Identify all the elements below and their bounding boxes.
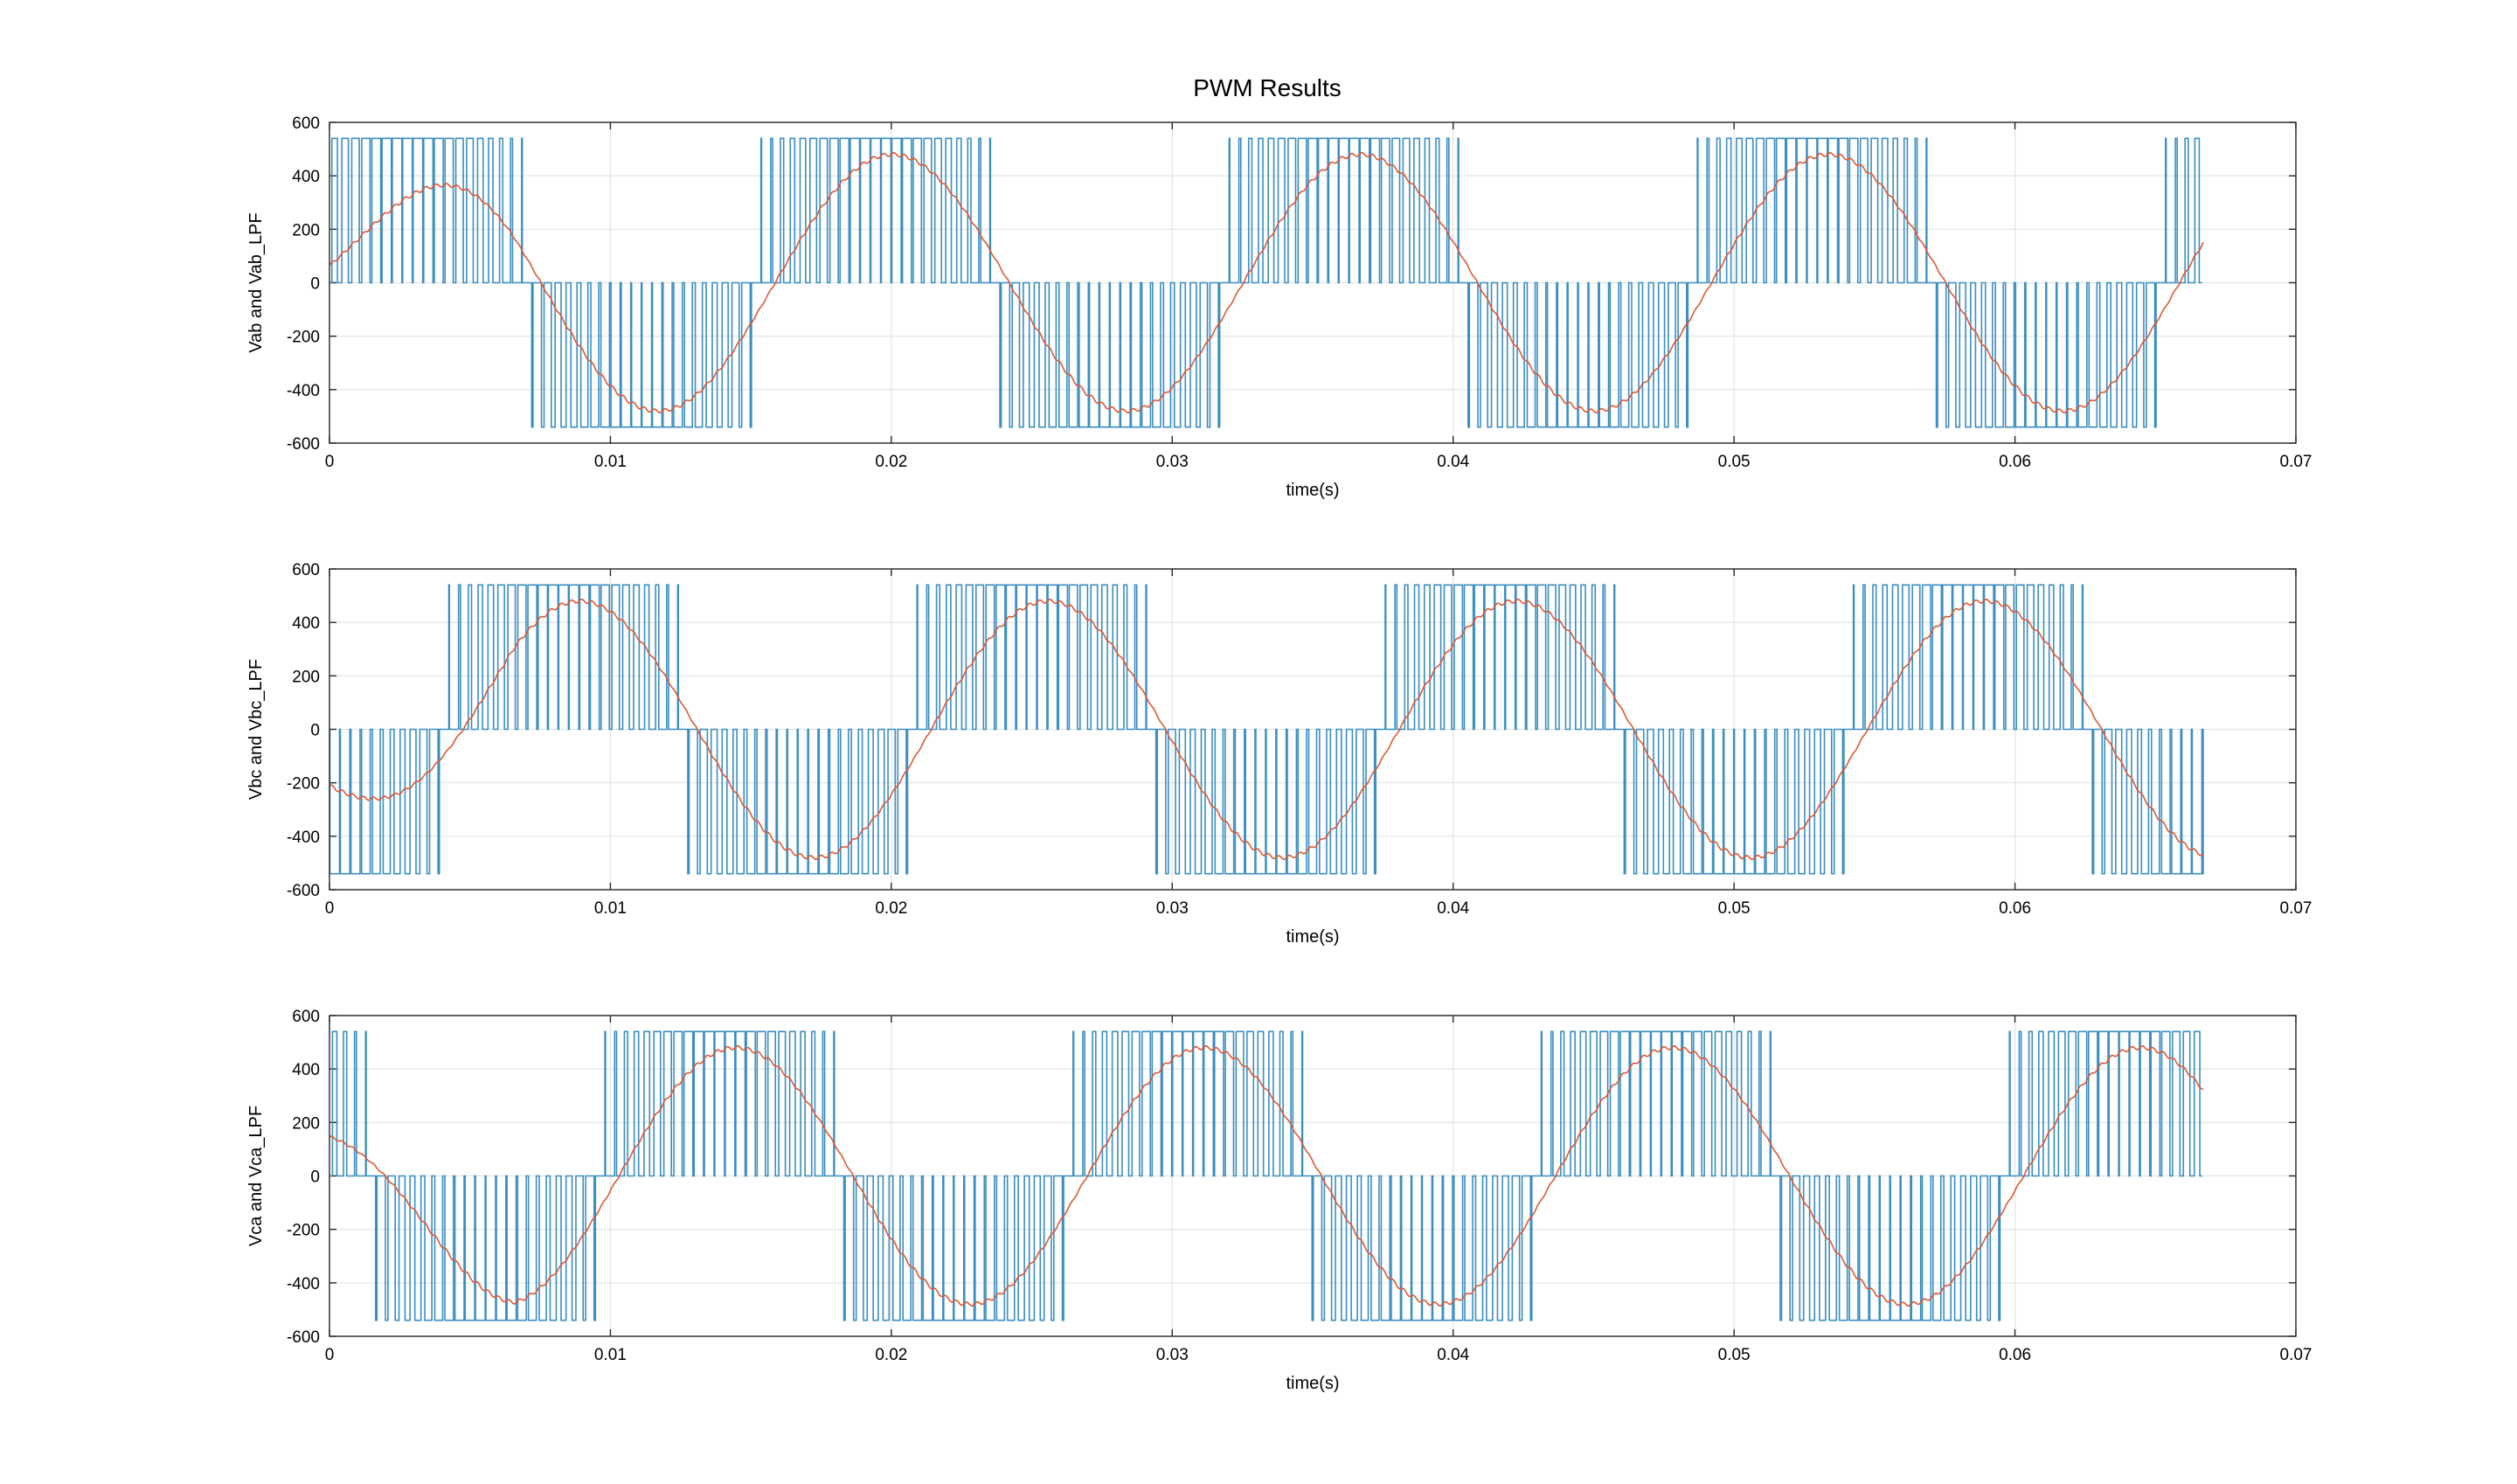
y-tick-label: 600 <box>292 561 320 579</box>
x-tick-label: 0.07 <box>2280 453 2312 471</box>
x-axis-label: time(s) <box>1286 927 1339 947</box>
y-tick-label: 600 <box>292 1008 320 1026</box>
y-tick-label: -600 <box>287 1328 320 1347</box>
x-tick-label: 0.07 <box>2280 1346 2312 1364</box>
y-tick-label: -400 <box>287 382 320 400</box>
x-tick-label: 0.02 <box>875 453 907 471</box>
y-tick-label: -400 <box>287 1275 320 1293</box>
y-tick-label: -600 <box>287 435 320 454</box>
y-tick-label: -200 <box>287 329 320 347</box>
x-tick-label: 0 <box>325 899 335 918</box>
x-tick-label: 0.01 <box>594 1346 627 1364</box>
x-tick-label: 0.07 <box>2280 899 2312 918</box>
y-tick-label: 0 <box>310 275 320 294</box>
subplot-vbc: 0 0.01 0.02 0.03 0.04 0.05 0.06 0.076004002000-… <box>246 561 2312 947</box>
x-tick-label: 0.06 <box>1999 1346 2031 1364</box>
y-tick-label: -200 <box>287 775 320 794</box>
y-tick-label: -400 <box>287 829 320 847</box>
x-tick-label: 0.02 <box>875 899 907 918</box>
x-axis-label: time(s) <box>1286 481 1339 500</box>
pwm-series-line <box>329 137 2202 428</box>
y-tick-label: 400 <box>292 168 320 186</box>
y-axis-label: Vca and Vca_LPF <box>246 1106 266 1246</box>
pwm-series-line <box>329 584 2204 875</box>
x-tick-label: 0 <box>325 1346 335 1364</box>
x-tick-label: 0.01 <box>594 899 627 918</box>
axes-frame <box>329 1015 2297 1337</box>
y-axis-label: Vab and Vab_LPF <box>246 212 266 353</box>
x-tick-label: 0.01 <box>594 453 627 471</box>
axes-frame <box>329 568 2297 891</box>
x-tick-label: 0.03 <box>1156 1346 1189 1364</box>
x-tick-label: 0.05 <box>1718 899 1751 918</box>
y-tick-label: 0 <box>310 722 320 740</box>
y-tick-label: 200 <box>292 1114 320 1133</box>
grid-lines <box>329 568 2297 891</box>
lpf-series-line <box>329 1044 2204 1307</box>
x-tick-label: 0 <box>325 453 335 471</box>
pwm-series-line <box>329 1030 2202 1321</box>
x-tick-label: 0.05 <box>1718 1346 1751 1364</box>
y-tick-label: -600 <box>287 882 320 900</box>
y-tick-label: 0 <box>310 1168 320 1187</box>
y-axis-label: Vbc and Vbc_LPF <box>246 659 266 800</box>
lpf-series-line <box>329 598 2204 861</box>
y-tick-label: 600 <box>292 114 320 133</box>
grid-lines <box>329 121 2297 444</box>
x-tick-label: 0.02 <box>875 1346 907 1364</box>
x-tick-label: 0.06 <box>1999 453 2031 471</box>
subplot-vca: 0 0.01 0.02 0.03 0.04 0.05 0.06 0.076004002000-… <box>246 1008 2312 1393</box>
y-tick-label: -200 <box>287 1222 320 1240</box>
y-tick-label: 200 <box>292 668 320 686</box>
x-tick-label: 0.03 <box>1156 453 1189 471</box>
y-tick-label: 400 <box>292 614 320 633</box>
x-tick-label: 0.06 <box>1999 899 2031 918</box>
x-axis-label: time(s) <box>1286 1374 1339 1393</box>
lpf-series-line <box>329 151 2204 414</box>
x-tick-label: 0.04 <box>1437 453 1469 471</box>
x-tick-label: 0.03 <box>1156 899 1189 918</box>
x-tick-label: 0.05 <box>1718 453 1751 471</box>
subplot-vab: 0 0.01 0.02 0.03 0.04 0.05 0.06 0.076004002000-… <box>246 114 2312 500</box>
axes-frame <box>329 121 2297 444</box>
x-tick-label: 0.04 <box>1437 899 1469 918</box>
x-tick-label: 0.04 <box>1437 1346 1469 1364</box>
y-tick-label: 400 <box>292 1061 320 1079</box>
y-tick-label: 200 <box>292 221 320 239</box>
figure-title: PWM Results <box>1193 74 1342 101</box>
